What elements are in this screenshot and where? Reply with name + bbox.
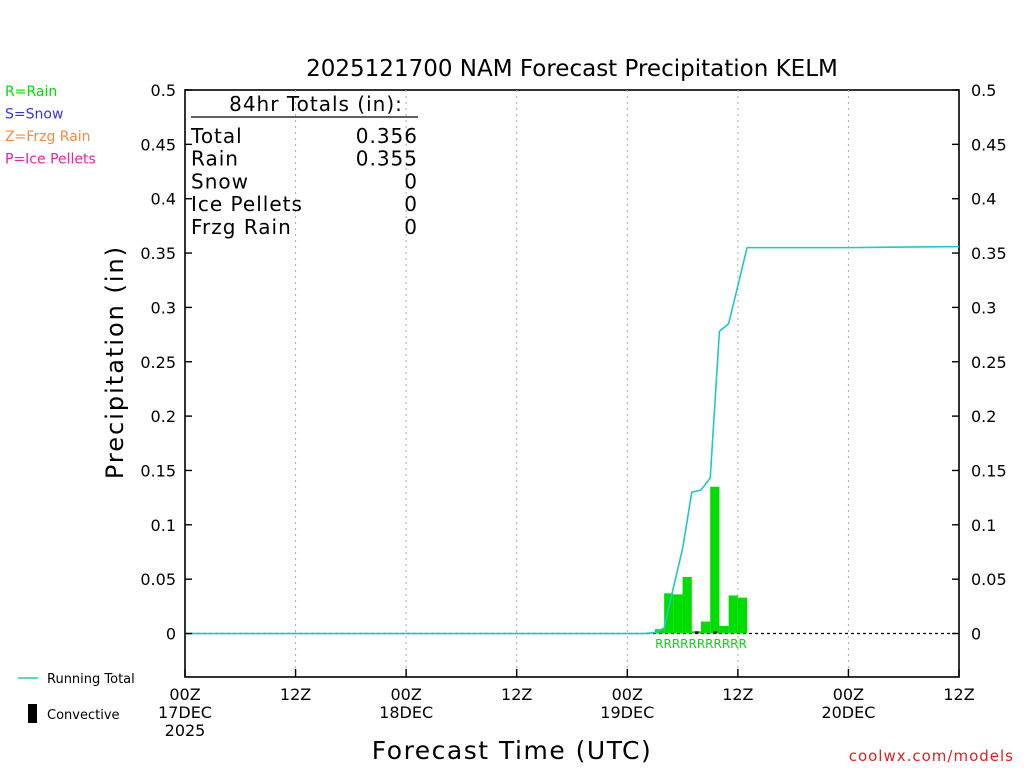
y-tick-label-left-3: 0.15 [140, 461, 176, 480]
running-total-polyline [185, 245, 960, 635]
totals-row-label-2: Snow [191, 169, 249, 193]
y-tick-label-right-9: 0.45 [971, 135, 1007, 154]
totals-row-label-1: Rain [191, 147, 239, 171]
x-tick-label-6-2: 20DEC [821, 703, 875, 722]
precip-bar-6 [701, 621, 711, 634]
y-axis-label: Precipitation (in) [101, 245, 129, 479]
precip-type-legend: R=Rain S=Snow Z=Frzg Rain P=Ice Pellets [5, 84, 96, 168]
totals-row-label-0: Total [190, 124, 243, 148]
x-tick-label-1-1: 12Z [280, 685, 311, 704]
y-tick-label-left-9: 0.45 [140, 135, 176, 154]
y-axis-right: 0 0.05 0.1 0.15 0.2 0.25 0.3 0.35 0.4 0.45 0.5 [952, 81, 1007, 644]
x-tick-label-2-2: 18DEC [379, 703, 433, 722]
y-tick-label-left-1: 0.05 [140, 570, 176, 589]
x-tick-label-0-1: 00Z [169, 685, 200, 704]
precip-bar-3 [673, 594, 683, 634]
precip-bars [645, 486, 748, 634]
totals-heading: 84hr Totals (in): [229, 92, 403, 116]
x-axis-label: Forecast Time (UTC) [372, 736, 652, 765]
totals-row-label-3: Ice Pellets [191, 192, 303, 216]
precip-type-labels: RRRRRRRRRRR [655, 637, 747, 651]
precip-bar-4 [682, 576, 692, 634]
y-tick-label-right-8: 0.4 [971, 190, 996, 209]
y-tick-label-left-10: 0.5 [151, 81, 176, 100]
credit-text: coolwx.com/models [849, 747, 1014, 765]
y-tick-label-left-2: 0.1 [151, 516, 176, 535]
y-tick-label-right-6: 0.3 [971, 298, 996, 317]
y-tick-label-right-3: 0.15 [971, 461, 1007, 480]
totals-row-value-4: 0 [404, 215, 418, 239]
convective-bar-1 [713, 631, 718, 634]
y-tick-label-left-0: 0 [166, 625, 176, 644]
type-legend-item-3: P=Ice Pellets [5, 152, 96, 168]
plot-frame [184, 89, 960, 678]
x-tick-label-4-2: 19DEC [600, 703, 654, 722]
totals-row-value-0: 0.356 [356, 124, 418, 148]
x-tick-label-5-1: 12Z [722, 685, 753, 704]
x-tick-label-6-1: 00Z [833, 685, 864, 704]
precip-bar-9 [728, 595, 738, 634]
x-tick-label-3-1: 12Z [501, 685, 532, 704]
series-legend: Running Total Convective [18, 672, 135, 723]
x-tick-label-2-1: 00Z [390, 685, 421, 704]
totals-row-label-4: Frzg Rain [191, 215, 292, 239]
y-tick-label-right-7: 0.35 [971, 244, 1007, 263]
totals-row-value-2: 0 [404, 169, 418, 193]
y-tick-label-right-0: 0 [971, 625, 981, 644]
running-total-line [185, 245, 960, 635]
convective-bar-0 [695, 631, 699, 634]
totals-row-value-3: 0 [404, 192, 418, 216]
x-tick-label-4-1: 00Z [612, 685, 643, 704]
x-tick-label-0-2: 17DEC [158, 703, 212, 722]
type-legend-item-2: Z=Frzg Rain [5, 129, 91, 145]
y-tick-label-left-6: 0.3 [151, 298, 176, 317]
precip-bar-8 [719, 625, 729, 634]
precip-bar-1 [654, 629, 665, 634]
y-tick-label-left-4: 0.2 [151, 407, 176, 426]
series-legend-label-0: Running Total [47, 672, 135, 687]
y-tick-label-right-1: 0.05 [971, 570, 1007, 589]
x-tick-label-7-1: 12Z [943, 685, 974, 704]
y-tick-label-left-8: 0.4 [151, 190, 176, 209]
y-tick-label-left-5: 0.25 [140, 353, 176, 372]
chart-title: 2025121700 NAM Forecast Precipitation KE… [306, 56, 838, 82]
y-tick-label-right-4: 0.2 [971, 407, 996, 426]
precip-bar-10 [737, 597, 748, 634]
series-legend-swatch-1 [28, 704, 37, 723]
grid-lines [185, 90, 959, 677]
type-legend-item-1: S=Snow [5, 107, 63, 123]
totals-box: 84hr Totals (in): Total 0.356 Rain 0.355 Snow… [190, 92, 418, 239]
precip-bar-2 [664, 593, 674, 634]
y-tick-label-right-5: 0.25 [971, 353, 1007, 372]
series-legend-label-1: Convective [47, 708, 120, 723]
type-legend-item-0: R=Rain [5, 84, 57, 100]
precip-bar-7 [710, 486, 720, 634]
y-tick-label-right-2: 0.1 [971, 516, 996, 535]
totals-row-value-1: 0.355 [356, 147, 418, 171]
y-tick-label-left-7: 0.35 [140, 244, 176, 263]
y-axis-left: 0 0.05 0.1 0.15 0.2 0.25 0.3 0.35 0.4 0.45 0.5 [140, 81, 192, 644]
convective-bars [695, 631, 718, 634]
x-tick-label-0-3: 2025 [165, 721, 206, 740]
y-tick-label-right-10: 0.5 [971, 81, 996, 100]
